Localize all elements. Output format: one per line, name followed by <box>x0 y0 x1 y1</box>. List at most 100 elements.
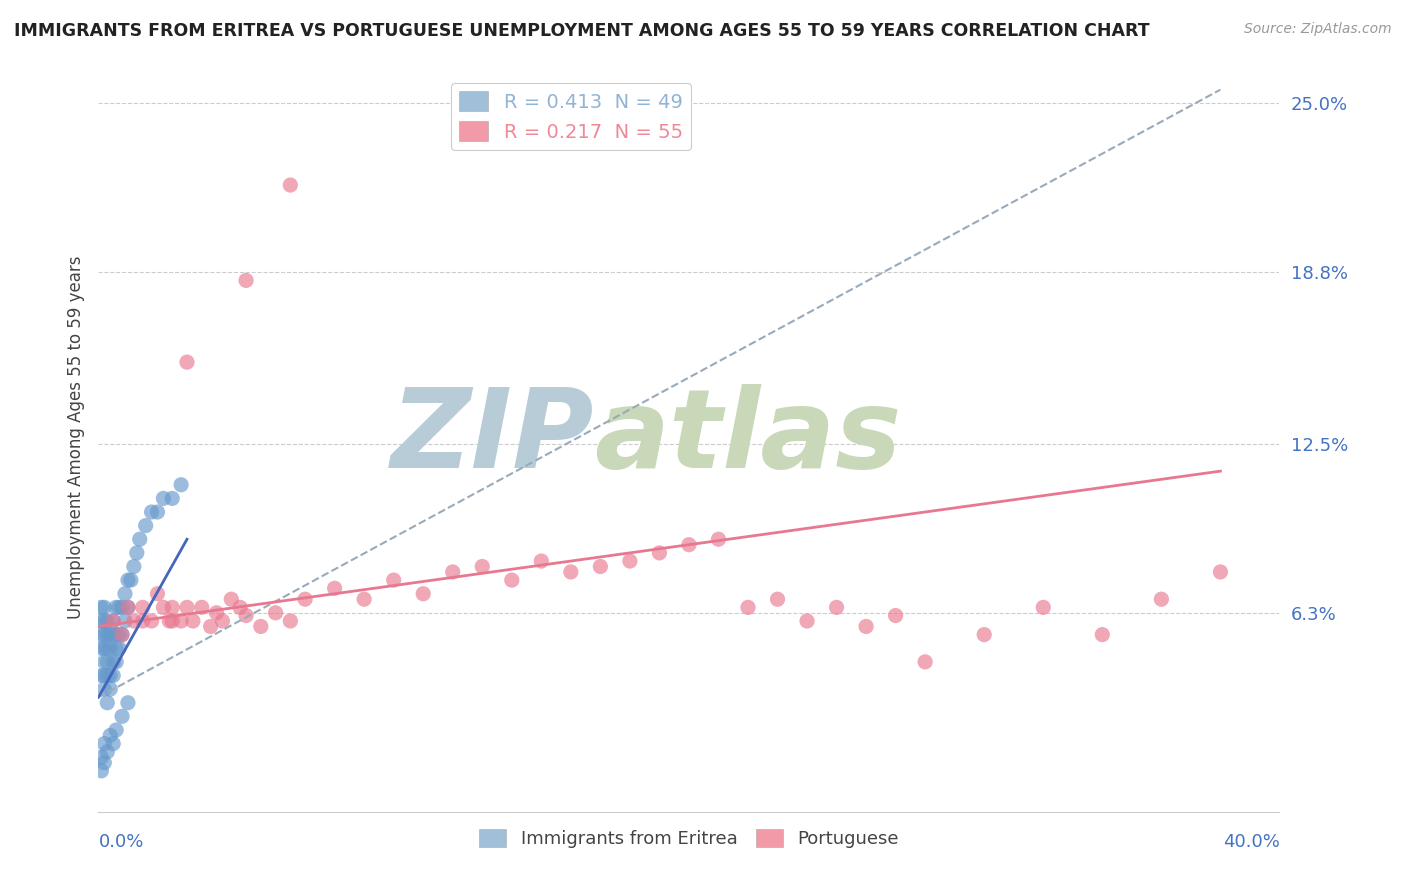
Point <box>111 627 134 641</box>
Point <box>96 745 118 759</box>
Point <box>353 592 375 607</box>
Point <box>707 533 730 547</box>
Point <box>152 600 174 615</box>
Point <box>235 273 257 287</box>
Point <box>93 655 115 669</box>
Point <box>103 627 125 641</box>
Point <box>170 614 193 628</box>
Point <box>766 592 789 607</box>
Text: 0.0%: 0.0% <box>98 833 143 851</box>
Point <box>205 606 228 620</box>
Point <box>737 600 759 615</box>
Point <box>157 614 180 628</box>
Point <box>229 600 252 615</box>
Point <box>117 573 139 587</box>
Point <box>128 533 150 547</box>
Point <box>211 614 233 628</box>
Point <box>96 696 118 710</box>
Point <box>96 614 118 628</box>
Point <box>181 614 204 628</box>
Point <box>1091 627 1114 641</box>
Point <box>648 546 671 560</box>
Point <box>162 491 183 506</box>
Point <box>382 573 405 587</box>
Point <box>973 627 995 641</box>
Point <box>146 587 169 601</box>
Point <box>1209 565 1232 579</box>
Point <box>191 600 214 615</box>
Text: 40.0%: 40.0% <box>1223 833 1279 851</box>
Point <box>90 750 112 764</box>
Point <box>125 546 148 560</box>
Point <box>825 600 848 615</box>
Point <box>560 565 582 579</box>
Text: ZIP: ZIP <box>391 384 595 491</box>
Text: IMMIGRANTS FROM ERITREA VS PORTUGUESE UNEMPLOYMENT AMONG AGES 55 TO 59 YEARS COR: IMMIGRANTS FROM ERITREA VS PORTUGUESE UN… <box>14 22 1150 40</box>
Point <box>90 764 112 778</box>
Point <box>114 587 136 601</box>
Point <box>111 709 134 723</box>
Point <box>122 614 145 628</box>
Point <box>111 600 134 615</box>
Point <box>93 641 115 656</box>
Text: atlas: atlas <box>595 384 901 491</box>
Point <box>264 606 287 620</box>
Point <box>98 627 121 641</box>
Point <box>93 756 115 770</box>
Point <box>90 614 112 628</box>
Point <box>93 627 115 641</box>
Point <box>105 723 128 737</box>
Point <box>93 737 115 751</box>
Point <box>589 559 612 574</box>
Point <box>141 505 163 519</box>
Y-axis label: Unemployment Among Ages 55 to 59 years: Unemployment Among Ages 55 to 59 years <box>66 255 84 619</box>
Point <box>93 614 115 628</box>
Point <box>146 505 169 519</box>
Point <box>141 614 163 628</box>
Point <box>96 655 118 669</box>
Point <box>117 696 139 710</box>
Point <box>176 355 198 369</box>
Point <box>103 614 125 628</box>
Point <box>98 728 121 742</box>
Point <box>90 627 112 641</box>
Point <box>884 608 907 623</box>
Point <box>98 641 121 656</box>
Point <box>280 178 302 192</box>
Point <box>120 573 142 587</box>
Legend: Immigrants from Eritrea, Portuguese: Immigrants from Eritrea, Portuguese <box>472 822 905 855</box>
Point <box>162 600 183 615</box>
Point <box>619 554 641 568</box>
Point <box>90 641 112 656</box>
Point <box>108 600 131 615</box>
Point <box>98 668 121 682</box>
Point <box>96 641 118 656</box>
Point <box>221 592 243 607</box>
Point <box>678 538 700 552</box>
Point <box>796 614 818 628</box>
Point <box>412 587 434 601</box>
Point <box>103 655 125 669</box>
Point <box>103 614 125 628</box>
Point <box>90 668 112 682</box>
Point <box>162 614 183 628</box>
Point <box>170 477 193 491</box>
Point <box>98 682 121 697</box>
Point <box>132 614 155 628</box>
Text: Source: ZipAtlas.com: Source: ZipAtlas.com <box>1244 22 1392 37</box>
Point <box>105 600 128 615</box>
Point <box>152 491 174 506</box>
Point <box>176 600 198 615</box>
Point <box>114 614 136 628</box>
Point <box>200 619 222 633</box>
Point <box>441 565 464 579</box>
Point <box>122 559 145 574</box>
Point <box>93 682 115 697</box>
Point <box>103 737 125 751</box>
Point <box>105 641 128 656</box>
Point <box>108 627 131 641</box>
Point <box>530 554 553 568</box>
Point <box>323 582 346 596</box>
Point <box>1150 592 1173 607</box>
Point <box>235 608 257 623</box>
